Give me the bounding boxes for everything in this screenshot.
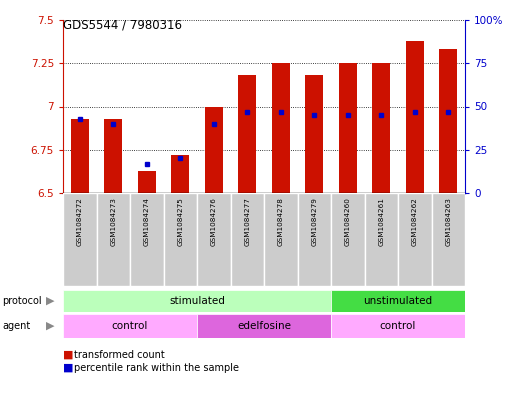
Bar [331,314,465,338]
Text: ▶: ▶ [46,321,54,331]
Bar [271,63,290,193]
Text: GDS5544 / 7980316: GDS5544 / 7980316 [63,18,182,31]
Text: GSM1084262: GSM1084262 [412,197,418,246]
Bar [406,41,424,193]
Text: stimulated: stimulated [169,296,225,306]
Bar [365,193,398,286]
Text: percentile rank within the sample: percentile rank within the sample [74,363,239,373]
Bar [63,290,331,312]
Bar [331,290,465,312]
Bar [264,193,298,286]
Bar [398,193,431,286]
Text: ■: ■ [63,363,73,373]
Bar [137,171,156,193]
Bar [63,193,96,286]
Bar [230,193,264,286]
Bar [205,107,223,193]
Text: protocol: protocol [2,296,42,306]
Text: GSM1084260: GSM1084260 [345,197,351,246]
Bar [331,193,365,286]
Bar [339,63,357,193]
Text: transformed count: transformed count [74,350,165,360]
Bar [63,314,197,338]
Bar [171,155,189,193]
Text: GSM1084263: GSM1084263 [445,197,451,246]
Text: agent: agent [2,321,30,331]
Text: GSM1084274: GSM1084274 [144,197,150,246]
Text: GSM1084278: GSM1084278 [278,197,284,246]
Text: ▶: ▶ [46,296,54,306]
Bar [238,75,256,193]
Bar [197,193,230,286]
Text: GSM1084273: GSM1084273 [110,197,116,246]
Text: unstimulated: unstimulated [363,296,432,306]
Text: GSM1084279: GSM1084279 [311,197,317,246]
Text: edelfosine: edelfosine [237,321,291,331]
Text: control: control [380,321,416,331]
Bar [298,193,331,286]
Bar [372,63,390,193]
Text: GSM1084275: GSM1084275 [177,197,183,246]
Text: GSM1084272: GSM1084272 [77,197,83,246]
Bar [104,119,123,193]
Bar [197,314,331,338]
Bar [431,193,465,286]
Text: control: control [112,321,148,331]
Text: ■: ■ [63,350,73,360]
Text: GSM1084277: GSM1084277 [244,197,250,246]
Bar [96,193,130,286]
Bar [305,75,324,193]
Text: GSM1084276: GSM1084276 [211,197,217,246]
Text: GSM1084261: GSM1084261 [378,197,384,246]
Bar [164,193,197,286]
Bar [70,119,89,193]
Bar [130,193,164,286]
Bar [439,50,458,193]
